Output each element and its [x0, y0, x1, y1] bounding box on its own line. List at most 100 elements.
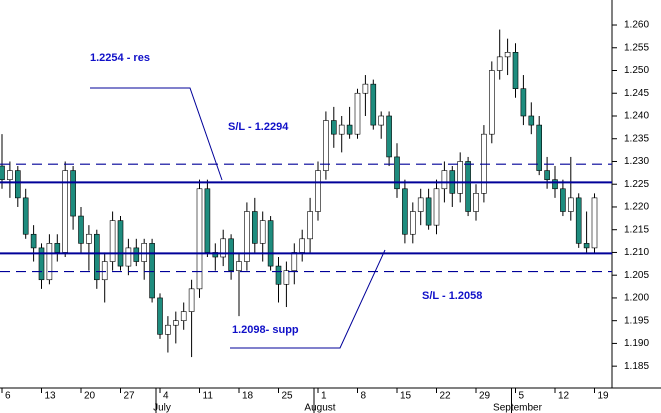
candle-body: [54, 243, 61, 253]
candle-body: [528, 115, 535, 126]
x-tick-label: 1: [321, 391, 327, 402]
candle-body: [536, 124, 543, 171]
y-tick-label: 1.260: [624, 20, 649, 31]
candle-body: [488, 70, 495, 135]
candle-body: [378, 115, 385, 126]
x-tick-label: 11: [203, 391, 214, 402]
candle-body: [149, 243, 155, 299]
y-tick-label: 1.195: [624, 315, 649, 326]
pointer: [90, 87, 223, 181]
candle-body: [362, 83, 369, 94]
candle-body: [473, 193, 479, 212]
candle-body: [275, 265, 282, 285]
candle-body: [330, 120, 337, 135]
candle-body: [512, 52, 519, 89]
pointer: [230, 249, 386, 349]
candle-body: [496, 56, 503, 71]
x-tick-label: 18: [242, 391, 254, 402]
annotation: 1.2254 - res: [90, 52, 150, 64]
x-tick-label: 13: [45, 391, 57, 402]
y-tick-label: 1.210: [624, 247, 649, 258]
candle-body: [188, 288, 195, 312]
y-tick-label: 1.215: [624, 224, 649, 235]
candle-body: [30, 233, 37, 249]
x-tick-label: 8: [361, 391, 367, 402]
x-tick-label: 12: [558, 391, 570, 402]
month-label: August: [304, 403, 335, 413]
candle-body: [38, 247, 45, 281]
candle-body: [338, 124, 345, 135]
y-tick-label: 1.235: [624, 133, 649, 144]
y-tick-label: 1.220: [624, 202, 649, 213]
candle-body: [567, 197, 574, 212]
candle-body: [323, 120, 329, 171]
candle-body: [465, 161, 471, 212]
x-tick-label: 27: [124, 391, 136, 402]
candle-body: [417, 197, 424, 212]
candle-body: [520, 88, 527, 117]
y-tick-label: 1.245: [624, 88, 649, 99]
y-tick-label: 1.200: [624, 293, 649, 304]
candle-body: [544, 170, 550, 180]
candle-body: [7, 170, 13, 180]
candle-body: [291, 252, 298, 271]
month-label: July: [153, 403, 171, 413]
x-tick-label: 4: [163, 391, 169, 402]
candle-body: [504, 52, 511, 58]
x-tick-label: 6: [5, 391, 11, 402]
x-tick-label: 5: [519, 391, 525, 402]
x-tick-label: 15: [400, 391, 412, 402]
x-tick-label: 29: [479, 391, 491, 402]
candle-body: [307, 211, 313, 240]
candle-body: [244, 211, 250, 262]
candle-body: [180, 311, 187, 321]
candle-body: [165, 324, 171, 335]
candle-body: [133, 247, 140, 262]
y-tick-label: 1.255: [624, 42, 649, 53]
candle-body: [552, 179, 558, 190]
x-tick-label: 22: [440, 391, 452, 402]
candle-body: [15, 170, 21, 199]
annotation: S/L - 1.2058: [422, 290, 482, 302]
x-tick-label: 25: [282, 391, 294, 402]
candle-body: [267, 220, 274, 267]
candle-body: [0, 165, 5, 180]
candle-body: [94, 233, 100, 281]
candle-body: [220, 238, 226, 258]
candle-body: [157, 297, 163, 335]
candle-body: [259, 220, 266, 244]
candle-body: [196, 188, 203, 290]
y-tick-label: 1.240: [624, 111, 649, 122]
candle-body: [386, 115, 392, 158]
candle-body: [402, 188, 408, 235]
month-label: September: [493, 403, 543, 413]
y-tick-label: 1.205: [624, 270, 649, 281]
candle-body: [173, 320, 179, 326]
candle-body: [78, 215, 84, 244]
y-tick-label: 1.225: [624, 179, 649, 190]
y-tick-label: 1.185: [624, 361, 649, 372]
candle-body: [346, 124, 353, 135]
annotation: S/L - 1.2294: [228, 121, 289, 133]
candle-body: [315, 170, 321, 212]
candle-body: [591, 197, 598, 249]
candle-body: [354, 92, 361, 135]
candle-body: [46, 243, 53, 281]
candle-body: [70, 170, 76, 217]
candle-body: [125, 247, 132, 267]
x-tick-label: 20: [84, 391, 96, 402]
candle-body: [86, 233, 92, 244]
y-tick-label: 1.190: [624, 338, 649, 349]
candle-body: [283, 270, 290, 285]
candle-body: [252, 211, 258, 244]
candle-body: [575, 197, 582, 244]
candle-body: [457, 161, 464, 194]
candle-body: [433, 188, 440, 226]
candle-body: [117, 220, 124, 267]
candle-body: [560, 188, 566, 212]
y-tick-label: 1.250: [624, 65, 649, 76]
candle-body: [583, 243, 590, 249]
candle-body: [22, 197, 29, 235]
candle-body: [109, 220, 116, 262]
